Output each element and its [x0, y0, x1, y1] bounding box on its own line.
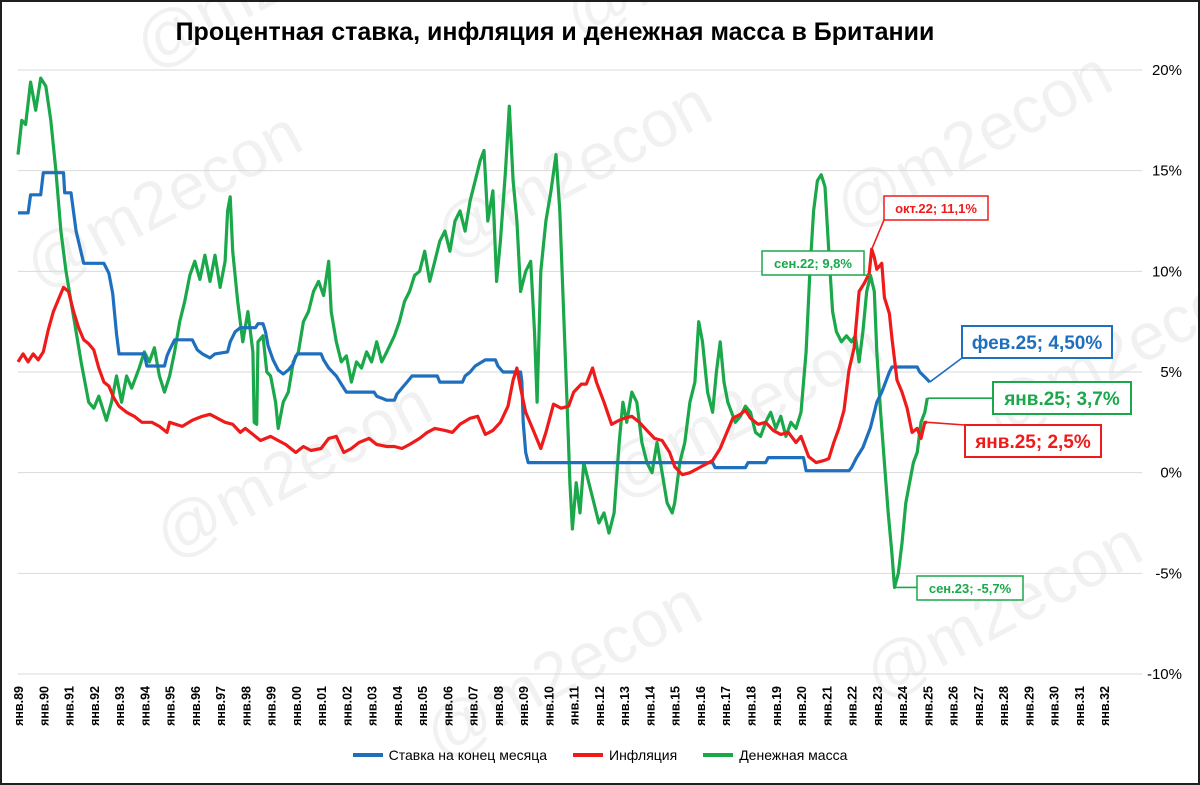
annotation-box: [761, 250, 865, 276]
y-tick-label: 0%: [1160, 465, 1182, 482]
x-tick-label: янв.27: [972, 686, 986, 726]
x-tick-label: янв.99: [265, 686, 279, 726]
annotation-label: янв.25; 3,7%: [1003, 389, 1120, 410]
x-tick-label: янв.14: [643, 686, 657, 726]
annotation-leader: [927, 421, 966, 426]
y-tick-label: -5%: [1155, 565, 1182, 582]
watermark-8: @m2econ: [412, 565, 713, 772]
x-tick-label: янв.93: [113, 686, 127, 726]
x-tick-label: янв.17: [719, 686, 733, 726]
annotation-box: [961, 325, 1113, 359]
x-tick-label: янв.89: [12, 686, 26, 726]
annotation-leader: [929, 357, 963, 383]
x-tick-label: янв.96: [189, 686, 203, 726]
annotation-label: сен.23; -5,7%: [929, 581, 1012, 596]
x-tick-label: янв.16: [694, 686, 708, 726]
x-tick-label: янв.97: [214, 686, 228, 726]
legend-label-rate: Ставка на конец месяца: [388, 747, 548, 763]
watermark-1: @m2econ: [552, 0, 853, 52]
x-tick-label: янв.92: [88, 686, 102, 726]
legend-swatch-rate: [352, 753, 383, 757]
x-tick-label: янв.10: [542, 686, 556, 726]
y-tick-label: 10%: [1152, 263, 1182, 280]
y-tick-label: -10%: [1147, 666, 1182, 683]
legend: Ставка на конец месяца Инфляция Денежная…: [0, 747, 1200, 763]
x-tick-label: янв.18: [744, 686, 758, 726]
x-tick-label: янв.32: [1098, 686, 1112, 726]
x-tick-label: янв.91: [63, 686, 77, 726]
x-tick-label: янв.26: [947, 686, 961, 726]
x-tick-label: янв.01: [315, 686, 329, 726]
x-tick-label: янв.09: [517, 686, 531, 726]
legend-swatch-money-supply: [703, 753, 734, 757]
x-tick-label: янв.23: [871, 686, 885, 726]
x-tick-label: янв.98: [239, 686, 253, 726]
x-tick-label: янв.31: [1073, 686, 1087, 726]
annotation-label: окт.22; 11,1%: [895, 201, 977, 216]
x-tick-label: янв.19: [770, 686, 784, 726]
x-tick-label: янв.25: [921, 686, 935, 726]
series-rate-line: [18, 171, 931, 473]
legend-item-rate: Ставка на конец месяца: [352, 747, 548, 763]
x-tick-label: янв.94: [138, 686, 152, 726]
legend-label-inflation: Инфляция: [609, 747, 678, 763]
x-tick-label: янв.95: [164, 686, 178, 726]
chart-title: Процентная ставка, инфляция и денежная м…: [175, 18, 935, 46]
legend-label-money-supply: Денежная масса: [739, 747, 848, 763]
legend-swatch-inflation: [573, 753, 604, 757]
legend-item-inflation: Инфляция: [573, 747, 677, 763]
x-tick-label: янв.07: [467, 686, 481, 726]
x-tick-label: янв.13: [618, 686, 632, 726]
x-tick-label: янв.24: [896, 686, 910, 726]
x-tick-label: янв.90: [37, 686, 51, 726]
series-inflation-line: [16, 247, 928, 477]
x-tick-label: янв.15: [669, 686, 683, 726]
x-tick-label: янв.03: [366, 686, 380, 726]
legend-item-money-supply: Денежная масса: [703, 747, 847, 763]
annotation-label: янв.25; 2,5%: [974, 432, 1091, 453]
watermark-5: @m2econ: [142, 365, 443, 572]
watermark-9: @m2econ: [852, 505, 1153, 712]
x-tick-label: янв.05: [416, 686, 430, 726]
x-tick-label: янв.11: [568, 686, 582, 725]
annotation-label: сен.22; 9,8%: [774, 256, 852, 271]
x-tick-label: янв.29: [1022, 686, 1036, 726]
y-tick-label: 15%: [1152, 163, 1182, 180]
watermark-3: @m2econ: [422, 65, 723, 272]
annotation-box: [964, 424, 1102, 458]
x-tick-label: янв.04: [391, 686, 405, 726]
annotation-box: [916, 575, 1024, 601]
series-money-supply-line: [16, 76, 929, 589]
x-tick-label: янв.00: [290, 686, 304, 726]
x-tick-label: янв.21: [820, 686, 834, 726]
x-tick-label: янв.30: [1048, 686, 1062, 726]
x-tick-label: янв.06: [441, 686, 455, 726]
x-tick-label: янв.20: [795, 686, 809, 726]
x-tick-label: янв.02: [340, 686, 354, 726]
y-tick-label: 5%: [1160, 364, 1182, 381]
annotation-leader: [870, 219, 885, 250]
x-tick-label: янв.12: [593, 686, 607, 726]
y-tick-label: 20%: [1152, 62, 1182, 79]
x-tick-label: янв.08: [492, 686, 506, 726]
annotation-box: [992, 381, 1132, 415]
x-tick-label: янв.22: [846, 686, 860, 726]
annotation-label: фев.25; 4,50%: [972, 333, 1103, 354]
x-tick-label: янв.28: [997, 686, 1011, 726]
annotation-box: [883, 195, 989, 221]
